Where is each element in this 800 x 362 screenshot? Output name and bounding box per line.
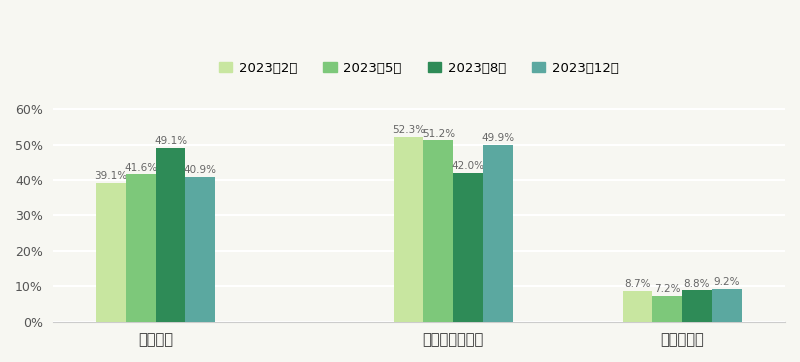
- Text: 42.0%: 42.0%: [451, 161, 485, 171]
- Text: 49.9%: 49.9%: [482, 133, 514, 143]
- Bar: [394, 136, 423, 321]
- Text: 9.2%: 9.2%: [714, 277, 740, 287]
- Bar: [96, 183, 126, 321]
- Bar: [652, 296, 682, 321]
- Bar: [126, 174, 156, 321]
- Bar: [483, 145, 513, 321]
- Bar: [186, 177, 215, 321]
- Bar: [423, 140, 453, 321]
- Bar: [156, 148, 186, 321]
- Text: 51.2%: 51.2%: [422, 129, 455, 139]
- Bar: [622, 291, 652, 321]
- Bar: [682, 290, 712, 321]
- Text: 49.1%: 49.1%: [154, 136, 187, 146]
- Text: 39.1%: 39.1%: [94, 172, 128, 181]
- Text: 40.9%: 40.9%: [184, 165, 217, 175]
- Text: 41.6%: 41.6%: [124, 163, 158, 173]
- Text: 8.7%: 8.7%: [624, 279, 650, 289]
- Bar: [453, 173, 483, 321]
- Text: 52.3%: 52.3%: [392, 125, 425, 135]
- Text: 7.2%: 7.2%: [654, 284, 680, 294]
- Text: 8.8%: 8.8%: [684, 279, 710, 289]
- Bar: [712, 289, 742, 321]
- Legend: 2023年2月, 2023年5月, 2023年8月, 2023年12月: 2023年2月, 2023年5月, 2023年8月, 2023年12月: [214, 56, 624, 80]
